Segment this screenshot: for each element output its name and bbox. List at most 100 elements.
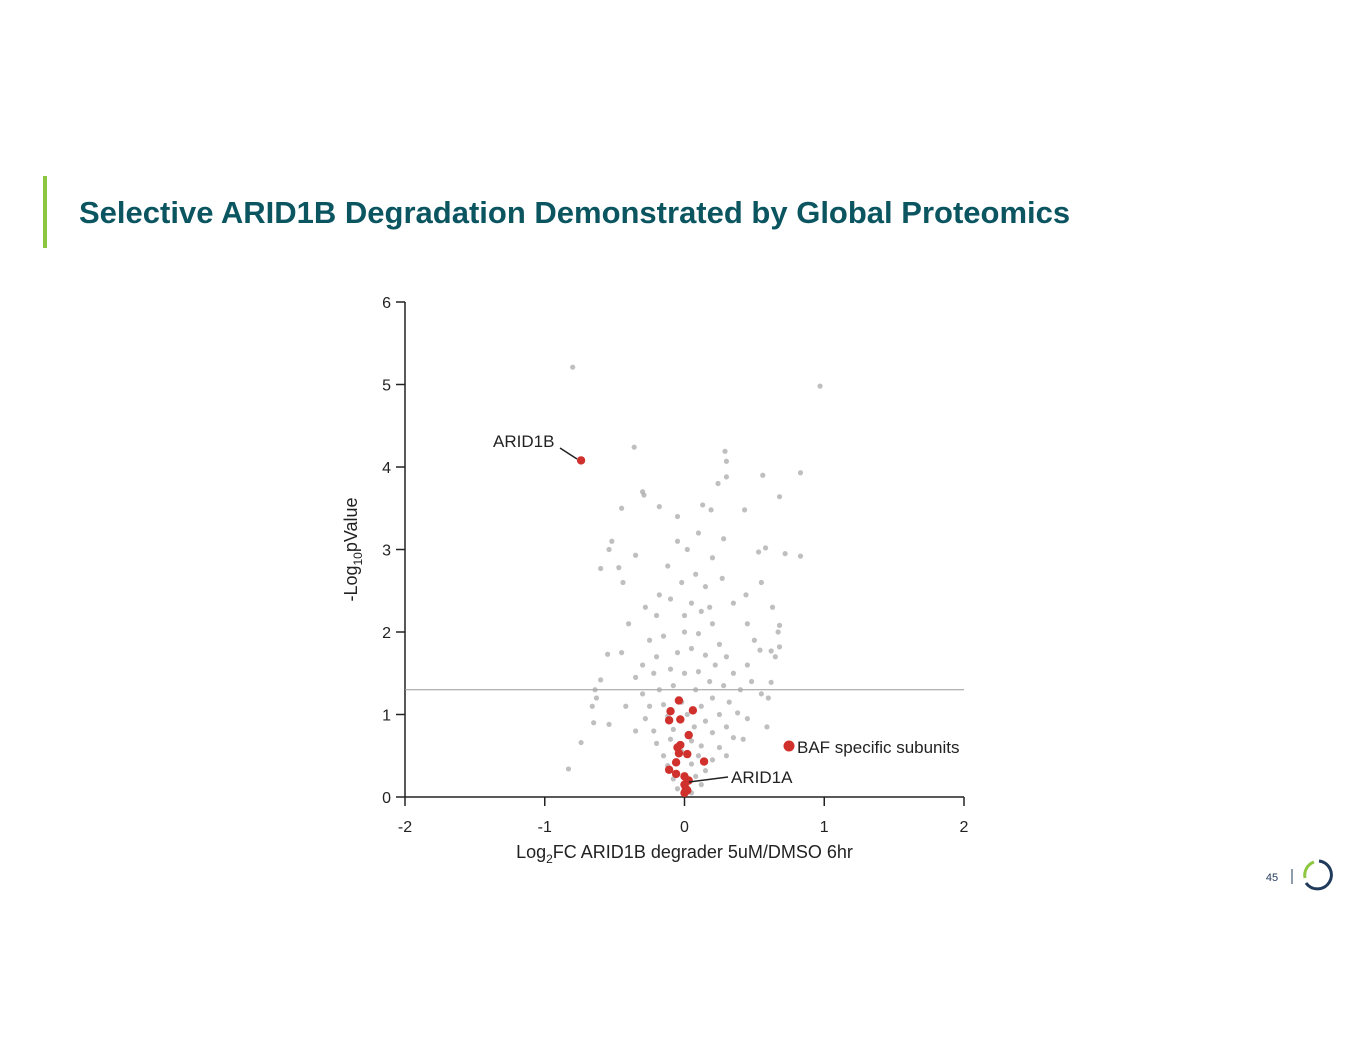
point: [667, 596, 674, 602]
point: [606, 721, 612, 728]
point: [723, 724, 730, 730]
point: [639, 691, 646, 697]
point: [665, 563, 671, 569]
point: [616, 565, 622, 571]
highlight-point: [674, 696, 684, 705]
highlight-point: [671, 769, 681, 779]
point: [623, 703, 629, 709]
point: [684, 711, 690, 718]
point: [769, 604, 776, 610]
highlight-point: [680, 788, 689, 798]
page-number: 45: [1266, 872, 1278, 884]
point: [715, 480, 721, 487]
point: [698, 782, 704, 788]
point: [606, 546, 612, 553]
point: [698, 608, 704, 614]
point: [674, 538, 681, 544]
point: [719, 575, 725, 581]
point: [656, 592, 662, 598]
point: [653, 612, 660, 619]
logo-arc: [1304, 859, 1333, 891]
point: [755, 549, 762, 555]
point: [695, 631, 702, 637]
x-axis-label: Log2FC ARID1B degrader 5uM/DMSO 6hr: [516, 842, 853, 866]
point: [619, 650, 625, 656]
point: [642, 604, 648, 610]
point: [646, 703, 653, 709]
point: [716, 711, 723, 718]
point: [598, 565, 604, 572]
point: [797, 553, 804, 559]
point: [723, 753, 730, 759]
point: [762, 545, 769, 551]
point: [723, 654, 730, 660]
label-part: -Log: [341, 566, 361, 602]
point: [721, 683, 727, 689]
point: [775, 629, 781, 635]
point: [764, 724, 770, 730]
point: [817, 383, 823, 389]
point: [730, 735, 737, 741]
highlight-point: [699, 757, 709, 766]
point: [723, 474, 730, 480]
point: [674, 513, 681, 520]
point: [693, 571, 699, 577]
legend-label: BAF specific subunits: [797, 738, 960, 757]
point: [698, 703, 704, 709]
point: [639, 662, 646, 668]
point: [716, 744, 723, 751]
point: [797, 470, 804, 476]
y-axis-label: -Log10pValue: [341, 497, 365, 601]
subscript: 10: [351, 552, 365, 566]
point: [667, 666, 674, 672]
point: [656, 504, 662, 510]
point: [688, 738, 695, 744]
point: [744, 716, 750, 722]
point: [735, 710, 741, 716]
point: [632, 674, 639, 680]
logo-accent: [1303, 860, 1315, 879]
highlight-point: [684, 730, 693, 740]
point: [740, 736, 746, 742]
point: [681, 670, 688, 676]
point: [651, 728, 657, 734]
point: [776, 494, 783, 500]
x-tick-label: 0: [680, 819, 689, 836]
point: [693, 773, 699, 779]
point: [712, 662, 718, 668]
point: [726, 699, 732, 705]
point: [758, 579, 764, 586]
point: [660, 753, 667, 759]
point: [730, 670, 737, 676]
point: [768, 648, 774, 654]
point: [688, 761, 695, 767]
point: [667, 736, 674, 742]
point: [688, 600, 695, 606]
point: [660, 702, 667, 708]
point: [709, 757, 716, 763]
point: [688, 645, 695, 652]
highlight-point: [664, 765, 674, 774]
y-tick-label: 1: [382, 708, 391, 725]
y-tick-label: 3: [382, 543, 391, 560]
y-tick-label: 5: [382, 378, 391, 395]
x-tick-label: -2: [398, 819, 412, 836]
highlight-point: [676, 715, 685, 724]
x-tick-label: 2: [960, 819, 969, 836]
point: [679, 579, 685, 586]
annotation-leader: [559, 447, 578, 460]
point: [760, 472, 766, 478]
y-tick-label: 2: [382, 625, 391, 642]
point: [751, 637, 757, 643]
point: [589, 703, 595, 709]
label-part: Log: [516, 842, 546, 862]
logo: [1303, 859, 1333, 891]
point: [626, 621, 632, 627]
point: [674, 650, 681, 656]
point: [609, 538, 615, 544]
highlight-point: [674, 749, 684, 758]
highlight-point: [664, 716, 674, 725]
point: [708, 507, 714, 513]
